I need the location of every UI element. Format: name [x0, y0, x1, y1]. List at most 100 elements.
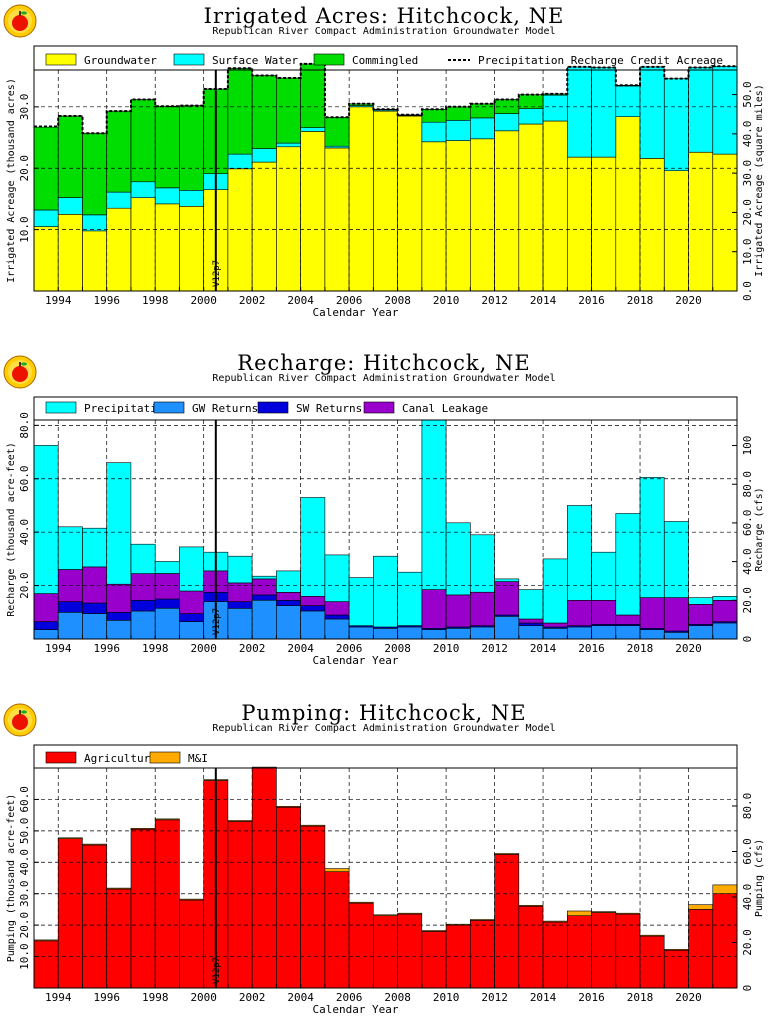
y-tick-label: 20.0: [18, 155, 31, 182]
model-version-label: V12p7: [212, 957, 222, 984]
x-tick-label: 1998: [142, 294, 169, 307]
chart-title: Recharge: Hitchcock, NE: [237, 351, 531, 375]
x-tick-label: 2000: [190, 294, 217, 307]
bar-segment: [227, 153, 253, 170]
bar-segment: [130, 600, 156, 612]
bar-segment: [130, 543, 156, 574]
x-tick-label: 2006: [336, 642, 363, 655]
bar-segment: [82, 844, 108, 989]
x-tick-label: 2016: [578, 991, 605, 1004]
x-tick-label: 2002: [239, 294, 266, 307]
bar-segment: [82, 527, 108, 568]
bar-segment: [469, 534, 495, 593]
bar-segment: [130, 573, 156, 601]
bar-segment: [373, 110, 398, 292]
bar-segment: [276, 605, 301, 640]
x-tick-label: 2010: [433, 642, 460, 655]
bar-segment: [397, 115, 423, 292]
legend-swatch: [45, 751, 77, 764]
x-tick-label: 1998: [142, 642, 169, 655]
x-tick-label: 2014: [530, 991, 557, 1004]
x-axis-label: Calendar Year: [312, 654, 398, 667]
bar-segment: [130, 99, 156, 183]
bar-segment: [542, 921, 568, 989]
y-tick-label: 60.0: [18, 786, 31, 813]
bar-segment: [712, 893, 738, 989]
bar-segment: [469, 103, 495, 119]
bar-segment: [348, 106, 374, 292]
bar-segment: [82, 132, 108, 216]
apple-logo-graphic: [3, 703, 37, 737]
bar-segment: [421, 109, 447, 123]
bar-segment: [469, 920, 495, 989]
x-tick-label: 2010: [433, 991, 460, 1004]
bar-segment: [324, 618, 350, 640]
x-tick-label: 2014: [530, 642, 557, 655]
bar-segment: [179, 621, 204, 640]
bar-segment: [276, 806, 301, 808]
y-tick-label: 40.0: [18, 849, 31, 876]
bar-segment: [324, 868, 350, 873]
bar-segment: [348, 626, 374, 640]
legend-swatch: [173, 53, 205, 66]
x-tick-label: 2016: [578, 642, 605, 655]
bar-segment: [33, 940, 59, 989]
bar-segment: [227, 67, 253, 155]
bar-segment: [591, 600, 617, 625]
x-tick-label: 2002: [239, 642, 266, 655]
bar-segment: [712, 66, 738, 155]
bar-segment: [494, 853, 520, 855]
y-right-tick-label: 50.0: [741, 81, 754, 108]
model-version-label: V12p7: [212, 260, 222, 287]
bar-segment: [106, 611, 132, 621]
bar-segment: [494, 581, 520, 616]
bar-segment: [663, 78, 689, 171]
bar-segment: [348, 902, 374, 989]
chart-subtitle: Republican River Compact Administration …: [212, 373, 556, 384]
y-right-tick-label: 100: [741, 436, 754, 456]
bar-segment: [154, 819, 180, 989]
bar-segment: [663, 631, 689, 640]
bar-segment: [130, 610, 156, 640]
irrigated-acres-chart: V12p7 1994 1996 1998 2000 2002 2004 2006 2008 201…: [6, 45, 765, 319]
bar-segment: [591, 912, 617, 989]
y-right-tick-label: 40.0: [741, 121, 754, 148]
pumping-chart: V12p7 1994 1996 1998 2000 2002 2004 2006 2008 201…: [6, 744, 765, 1016]
y-right-tick-label: 40.0: [741, 548, 754, 575]
bar-segment: [688, 67, 714, 153]
bar-segment: [227, 601, 253, 609]
bar-segment: [179, 546, 204, 592]
y-tick-label: 80.0: [18, 412, 31, 439]
bar-segment: [276, 77, 301, 144]
bar-segment: [688, 904, 714, 910]
bar-segment: [639, 934, 665, 937]
bar-segment: [179, 105, 204, 191]
bar-segment: [639, 597, 665, 629]
bar-segment: [179, 899, 204, 989]
bar-segment: [57, 837, 83, 840]
x-tick-label: 2012: [481, 294, 508, 307]
bar-segment: [33, 209, 59, 227]
bar-segment: [663, 597, 689, 632]
bar-segment: [373, 914, 398, 917]
x-tick-label: 2020: [675, 294, 702, 307]
bar-segment: [494, 578, 520, 582]
y-right-tick-label: 0: [741, 985, 754, 992]
y-right-tick-label: 60.0: [741, 510, 754, 537]
bar-segment: [33, 629, 59, 640]
x-tick-label: 2000: [190, 991, 217, 1004]
recharge-panel: Recharge: Hitchcock, NE Republican River…: [0, 345, 768, 685]
bar-segment: [324, 147, 350, 292]
y-right-axis-label: Pumping (cfs): [754, 839, 765, 917]
legend-swatch: [153, 401, 185, 414]
chart-subtitle: Republican River Compact Administration …: [212, 723, 556, 734]
y-right-tick-label: 60.0: [741, 838, 754, 865]
bar-segment: [542, 558, 568, 624]
bar-segment: [154, 607, 180, 640]
bar-segment: [445, 522, 471, 596]
apple-logo-icon: [3, 4, 37, 38]
bar-segment: [615, 614, 641, 625]
x-tick-label: 2000: [190, 642, 217, 655]
bar-segment: [445, 106, 471, 121]
bar-segment: [106, 110, 132, 193]
